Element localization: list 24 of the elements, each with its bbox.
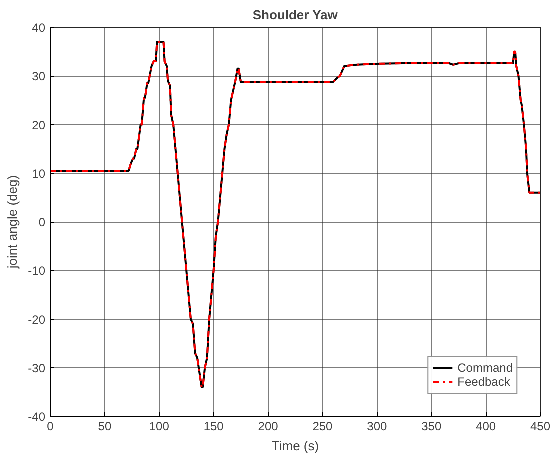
legend-label: Feedback — [458, 375, 510, 389]
y-tick-label: 0 — [38, 216, 46, 230]
x-tick-label: 150 — [204, 420, 224, 434]
x-tick-label: 100 — [149, 420, 170, 434]
x-tick-label: 300 — [367, 420, 388, 434]
y-tick-label: 40 — [32, 21, 46, 35]
x-tick-label: 50 — [98, 420, 112, 434]
y-tick-label: -30 — [28, 361, 46, 376]
x-tick-label: 400 — [476, 420, 496, 434]
y-tick-label: -20 — [28, 312, 46, 327]
x-tick-label: 450 — [530, 420, 551, 434]
y-tick-label: 10 — [32, 166, 46, 181]
y-tick-label: 30 — [32, 70, 46, 84]
x-tick-label: 350 — [422, 420, 442, 434]
y-tick-label: -10 — [28, 264, 46, 278]
x-tick-label: 200 — [258, 420, 279, 434]
y-axis-title: joint angle (deg) — [5, 175, 20, 270]
x-axis-title: Time (s) — [272, 438, 320, 454]
chart-title: Shoulder Yaw — [252, 8, 339, 22]
y-tick-label: 20 — [32, 118, 46, 132]
y-tick-label: -40 — [28, 410, 46, 424]
x-tick-label: 0 — [47, 420, 54, 434]
legend-label: Command — [458, 361, 513, 375]
x-tick-label: 250 — [312, 420, 334, 434]
